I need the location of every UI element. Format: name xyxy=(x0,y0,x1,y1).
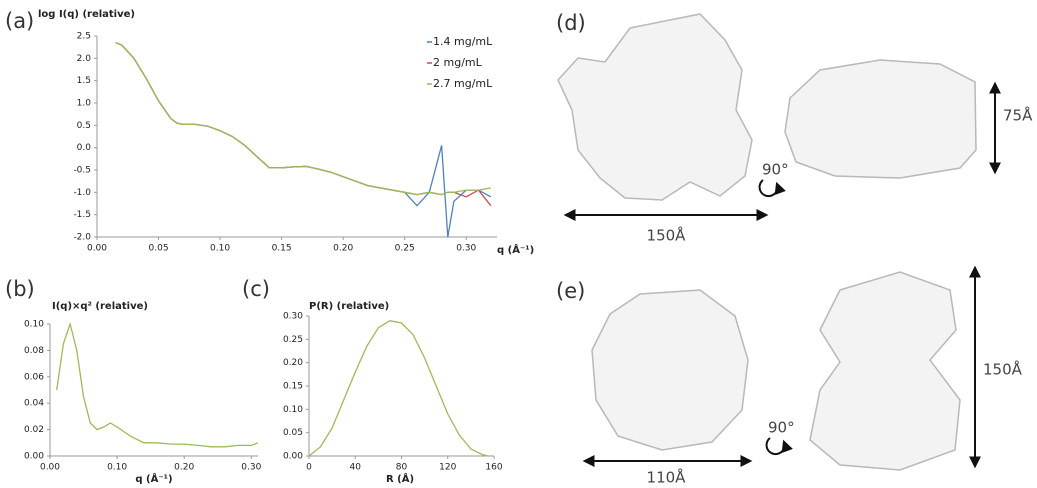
x-tick-label: 120 xyxy=(439,463,456,473)
x-tick-label: 0.10 xyxy=(210,244,230,254)
y-tick-label: 0.04 xyxy=(24,399,44,409)
panel-label: (a) xyxy=(5,9,34,33)
rotation-label: 90° xyxy=(768,419,795,437)
y-axis-title: log I(q) (relative) xyxy=(38,9,135,20)
x-tick-label: 80 xyxy=(396,463,408,473)
x-tick-label: 160 xyxy=(485,463,502,473)
y-tick-label: 0.00 xyxy=(24,452,44,462)
model-view xyxy=(591,289,749,451)
data-line xyxy=(56,321,259,448)
y-tick-label: -1.0 xyxy=(73,188,91,198)
y-tick-label: 0.00 xyxy=(283,452,303,462)
y-tick-label: 0.06 xyxy=(24,372,44,382)
model-view xyxy=(557,13,753,201)
data-line xyxy=(115,42,491,196)
y-tick-label: 0.08 xyxy=(24,346,44,356)
legend-label: 2 mg/mL xyxy=(433,56,483,69)
x-axis-title: q (Å⁻¹) xyxy=(135,472,172,485)
x-tick-label: 0.30 xyxy=(456,244,476,254)
y-tick-label: 2.5 xyxy=(77,32,91,42)
y-tick-label: 2.0 xyxy=(77,54,92,64)
y-tick-label: -2.0 xyxy=(73,233,91,243)
x-tick-label: 0.20 xyxy=(174,463,194,473)
x-tick-label: 0.00 xyxy=(40,463,60,473)
y-tick-label: 0.15 xyxy=(283,382,303,392)
legend-label: 1.4 mg/mL xyxy=(433,35,493,48)
model-view xyxy=(809,271,961,471)
panel-label: (c) xyxy=(242,277,270,301)
x-tick-label: 0.15 xyxy=(272,244,292,254)
x-tick-label: 0.25 xyxy=(395,244,415,254)
y-axis-title: P(R) (relative) xyxy=(309,301,389,312)
y-tick-label: 0.20 xyxy=(283,358,303,368)
x-tick-label: 0.30 xyxy=(241,463,261,473)
x-axis-title: q (Å⁻¹) xyxy=(497,243,534,256)
y-tick-label: 0.02 xyxy=(24,425,44,435)
rotation-arrow xyxy=(765,437,793,456)
y-tick-label: 0.05 xyxy=(283,428,303,438)
x-tick-label: 0.20 xyxy=(333,244,353,254)
x-tick-label: 0.00 xyxy=(87,244,107,254)
y-tick-label: 1.0 xyxy=(77,99,92,109)
y-tick-label: 0.10 xyxy=(283,405,303,415)
model-view xyxy=(784,59,977,179)
y-tick-label: -0.5 xyxy=(73,166,91,176)
x-tick-label: 40 xyxy=(350,463,362,473)
y-tick-label: 1.5 xyxy=(77,76,91,86)
y-tick-label: 0.25 xyxy=(283,335,303,345)
y-axis-title: I(q)×q² (relative) xyxy=(52,301,148,312)
data-line xyxy=(308,320,489,457)
y-tick-label: 0.10 xyxy=(24,320,44,330)
y-tick-label: 0.30 xyxy=(283,312,303,322)
rotation-label: 90° xyxy=(762,161,789,179)
rotation-arrow xyxy=(758,179,786,198)
width-label: 150Å xyxy=(647,226,687,245)
y-tick-label: 0.5 xyxy=(77,121,91,131)
x-tick-label: 0.10 xyxy=(107,463,127,473)
y-tick-label: 0.0 xyxy=(77,143,92,153)
y-tick-label: -1.5 xyxy=(73,210,91,220)
height-label: 150Å xyxy=(983,360,1023,379)
x-axis-title: R (Å) xyxy=(386,472,414,485)
x-tick-label: 0 xyxy=(306,463,312,473)
data-line xyxy=(115,42,492,238)
panel-label: (d) xyxy=(556,11,586,35)
height-label: 75Å xyxy=(1003,106,1033,125)
x-tick-label: 0.05 xyxy=(149,244,169,254)
panel-label: (e) xyxy=(556,279,585,303)
width-label: 110Å xyxy=(647,468,687,487)
legend-label: 2.7 mg/mL xyxy=(433,77,493,90)
panel-label: (b) xyxy=(5,277,35,301)
